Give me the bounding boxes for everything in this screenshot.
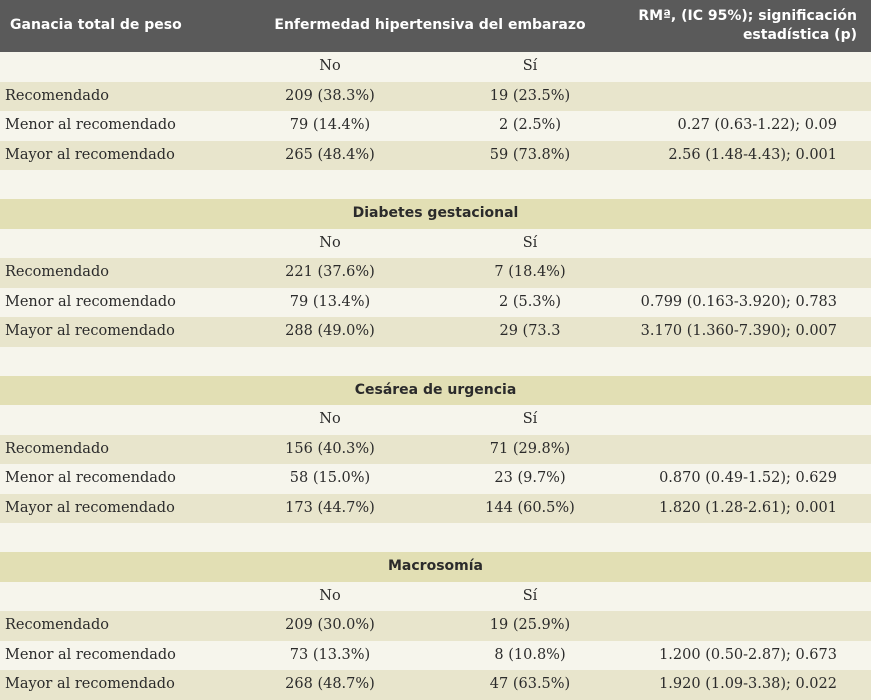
- table-row: Recomendado 209 (30.0%) 19 (25.9%): [0, 611, 871, 641]
- row-label: Mayor al recomendado: [5, 676, 175, 692]
- section-title-diabetes: Diabetes gestacional: [0, 199, 871, 229]
- si-value: 59 (73.8%): [489, 146, 571, 163]
- table-row: Recomendado 156 (40.3%) 71 (29.8%): [0, 434, 871, 464]
- no-label: No: [319, 411, 341, 427]
- si-value: 19 (25.9%): [489, 617, 571, 633]
- table-row: Menor al recomendado 79 (14.4%) 2 (2.5%)…: [0, 111, 871, 141]
- no-value: 73 (13.3%): [289, 646, 371, 663]
- si-value: 2 (5.3%): [499, 293, 561, 310]
- no-value: 268 (48.7%): [285, 676, 375, 692]
- spacer-row: [0, 170, 871, 199]
- table-row: Mayor al recomendado 265 (48.4%) 59 (73.…: [0, 140, 871, 170]
- spacer-row: [0, 523, 871, 552]
- si-value: 23 (9.7%): [494, 470, 566, 486]
- rm-value: 2.56 (1.48-4.43); 0.001: [668, 146, 837, 163]
- no-value: 173 (44.7%): [285, 499, 375, 516]
- si-label: Sí: [522, 58, 538, 74]
- no-label: No: [319, 58, 341, 74]
- header-outcome: Enfermedad hipertensiva del embarazo: [274, 17, 586, 33]
- table-row: Menor al recomendado 73 (13.3%) 8 (10.8%…: [0, 640, 871, 670]
- rm-value: 0.799 (0.163-3.920); 0.783: [640, 293, 837, 310]
- rm-value: 0.27 (0.63-1.22); 0.09: [677, 117, 837, 133]
- no-value: 58 (15.0%): [289, 470, 371, 486]
- no-value: 156 (40.3%): [285, 440, 375, 457]
- row-label: Menor al recomendado: [5, 117, 176, 133]
- no-value: 288 (49.0%): [285, 323, 375, 339]
- section-title-macrosomia: Macrosomía: [0, 552, 871, 582]
- table-row: Mayor al recomendado 288 (49.0%) 29 (73.…: [0, 317, 871, 347]
- table-row: Menor al recomendado 79 (13.4%) 2 (5.3%)…: [0, 287, 871, 317]
- si-value: 19 (23.5%): [489, 87, 571, 104]
- no-value: 79 (13.4%): [289, 293, 371, 310]
- rm-value: 1.920 (1.09-3.38); 0.022: [659, 676, 837, 692]
- row-label: Mayor al recomendado: [5, 499, 175, 516]
- header-odds-ratio-line1: RMª, (IC 95%); significación: [638, 8, 857, 24]
- rm-value: 0.870 (0.49-1.52); 0.629: [659, 470, 837, 486]
- section-title-cesarea: Cesárea de urgencia: [0, 375, 871, 405]
- row-label: Recomendado: [5, 440, 109, 457]
- no-value: 209 (38.3%): [285, 87, 375, 104]
- no-label: No: [319, 234, 341, 251]
- table-row: Menor al recomendado 58 (15.0%) 23 (9.7%…: [0, 464, 871, 494]
- table-header: Ganacia total de peso Enfermedad hiperte…: [0, 0, 871, 52]
- header-weight-gain: Ganacia total de peso: [10, 17, 182, 33]
- row-label: Recomendado: [5, 264, 109, 280]
- no-value: 209 (30.0%): [285, 617, 375, 633]
- si-label: Sí: [522, 587, 538, 604]
- no-value: 221 (37.6%): [285, 264, 375, 280]
- rm-value: 1.820 (1.28-2.61); 0.001: [659, 499, 837, 516]
- rm-value: 3.170 (1.360-7.390); 0.007: [640, 323, 837, 339]
- subheader-row: No Sí: [0, 52, 871, 82]
- subheader-row: No Sí: [0, 405, 871, 435]
- si-label: Sí: [522, 411, 538, 427]
- no-value: 265 (48.4%): [285, 146, 375, 163]
- header-odds-ratio-line2: estadística (p): [742, 27, 857, 43]
- si-value: 47 (63.5%): [489, 676, 571, 692]
- rm-value: 1.200 (0.50-2.87); 0.673: [659, 646, 837, 663]
- si-value: 8 (10.8%): [494, 646, 566, 663]
- row-label: Menor al recomendado: [5, 646, 176, 663]
- row-label: Menor al recomendado: [5, 470, 176, 486]
- row-label: Menor al recomendado: [5, 293, 176, 310]
- table-row: Recomendado 221 (37.6%) 7 (18.4%): [0, 258, 871, 288]
- row-label: Recomendado: [5, 617, 109, 633]
- table-row: Mayor al recomendado 173 (44.7%) 144 (60…: [0, 493, 871, 523]
- si-value: 144 (60.5%): [485, 499, 575, 516]
- header-odds-ratio: RMª, (IC 95%); significación estadística…: [597, 7, 857, 45]
- spacer-row: [0, 346, 871, 376]
- row-label: Mayor al recomendado: [5, 323, 175, 339]
- si-value: 29 (73.3: [499, 323, 561, 339]
- si-value: 7 (18.4%): [494, 264, 566, 280]
- si-label: Sí: [522, 234, 538, 251]
- table-row: Recomendado 209 (38.3%) 19 (23.5%): [0, 81, 871, 111]
- si-value: 2 (2.5%): [499, 117, 561, 133]
- row-label: Mayor al recomendado: [5, 146, 175, 163]
- si-value: 71 (29.8%): [489, 440, 571, 457]
- table-row: Mayor al recomendado 268 (48.7%) 47 (63.…: [0, 670, 871, 700]
- no-value: 79 (14.4%): [289, 117, 371, 133]
- row-label: Recomendado: [5, 87, 109, 104]
- subheader-row: No Sí: [0, 228, 871, 258]
- no-label: No: [319, 587, 341, 604]
- subheader-row: No Sí: [0, 581, 871, 611]
